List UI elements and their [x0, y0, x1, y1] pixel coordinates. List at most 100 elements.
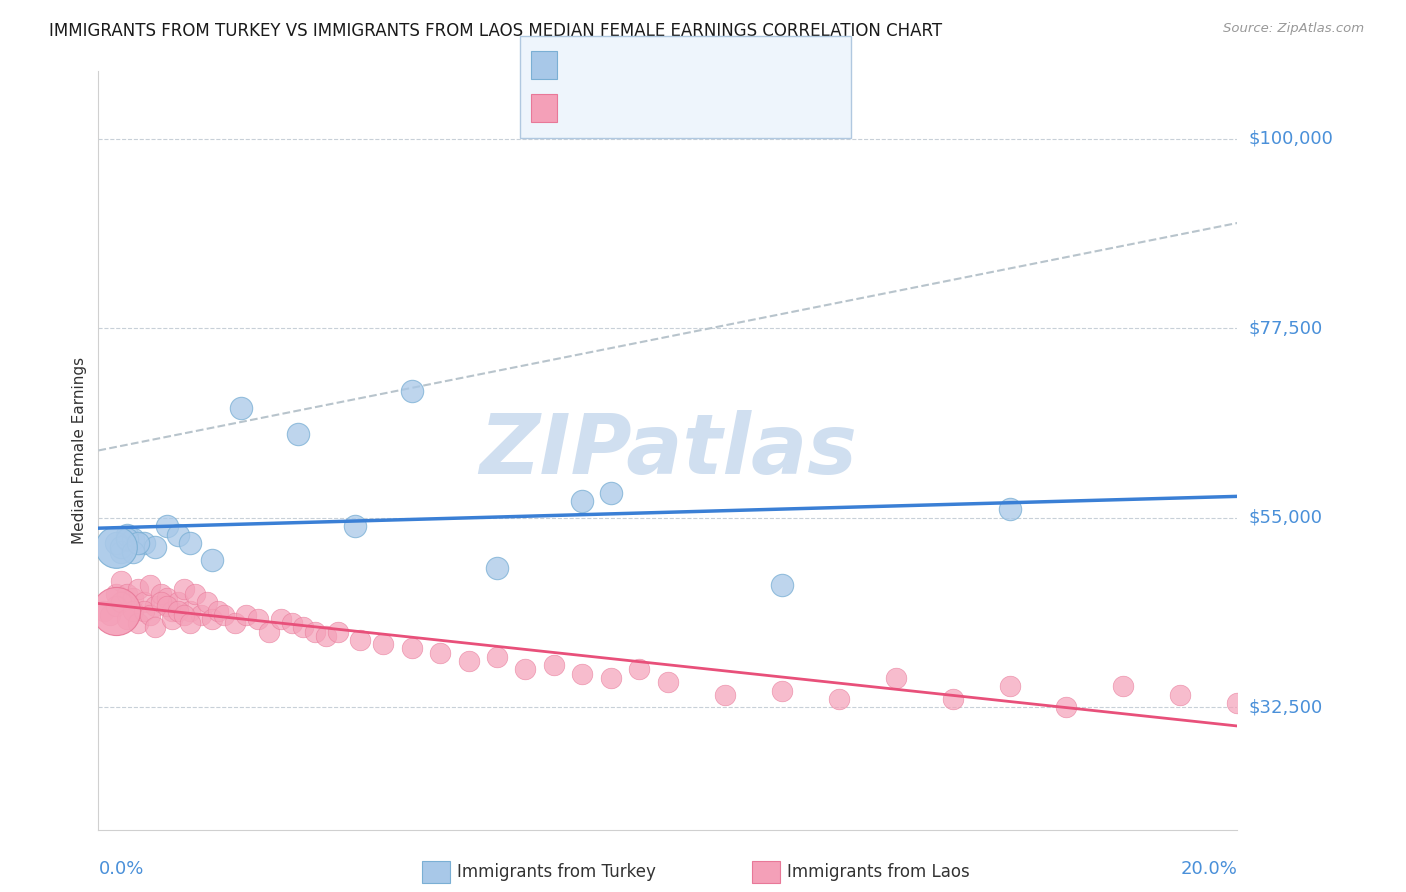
Point: [179, 616, 201, 631]
Point: [156, 599, 179, 614]
Point: [184, 587, 207, 601]
Point: [150, 595, 173, 609]
Point: [224, 616, 246, 631]
Point: [942, 692, 965, 706]
Point: [1056, 700, 1078, 714]
Text: 0.0%: 0.0%: [98, 860, 143, 878]
Point: [195, 595, 218, 609]
Point: [145, 599, 167, 614]
Point: [167, 595, 190, 609]
Point: [127, 536, 149, 550]
Y-axis label: Median Female Earnings: Median Female Earnings: [72, 357, 87, 544]
Point: [770, 578, 793, 592]
Point: [132, 595, 155, 609]
Point: [429, 646, 451, 660]
Text: ZIPatlas: ZIPatlas: [479, 410, 856, 491]
Point: [104, 536, 127, 550]
Point: [110, 595, 132, 609]
Point: [287, 426, 309, 441]
Point: [104, 587, 127, 601]
Point: [115, 587, 138, 601]
Point: [121, 544, 143, 558]
Point: [246, 612, 269, 626]
Text: 20.0%: 20.0%: [1181, 860, 1237, 878]
Point: [145, 620, 167, 634]
Point: [156, 519, 179, 533]
Point: [127, 616, 149, 631]
Point: [145, 541, 167, 555]
Point: [110, 574, 132, 588]
Point: [1170, 688, 1192, 702]
Point: [229, 401, 252, 416]
Point: [281, 616, 304, 631]
Point: [179, 603, 201, 617]
Point: [349, 633, 371, 648]
Point: [110, 541, 132, 555]
Point: [104, 541, 127, 555]
Point: [93, 603, 115, 617]
Text: 18: 18: [707, 56, 733, 74]
Point: [138, 607, 160, 622]
Point: [1112, 679, 1135, 693]
Point: [401, 384, 423, 399]
Text: $55,000: $55,000: [1249, 508, 1323, 527]
Point: [179, 536, 201, 550]
Point: [259, 624, 281, 639]
Point: [998, 679, 1021, 693]
Point: [401, 641, 423, 656]
Point: [167, 603, 190, 617]
Point: [373, 637, 395, 651]
Text: $77,500: $77,500: [1249, 319, 1323, 337]
Point: [201, 553, 224, 567]
Text: $32,500: $32,500: [1249, 698, 1323, 716]
Point: [628, 663, 651, 677]
Point: [150, 587, 173, 601]
Point: [162, 603, 184, 617]
Point: [190, 607, 212, 622]
Point: [326, 624, 349, 639]
Point: [115, 612, 138, 626]
Point: [127, 582, 149, 597]
Point: [486, 561, 509, 575]
Text: $100,000: $100,000: [1249, 129, 1333, 148]
Text: N =: N =: [668, 99, 707, 117]
Text: Immigrants from Turkey: Immigrants from Turkey: [457, 863, 655, 881]
Point: [998, 502, 1021, 516]
Text: N =: N =: [668, 56, 707, 74]
Point: [132, 603, 155, 617]
Point: [657, 675, 679, 690]
Text: Source: ZipAtlas.com: Source: ZipAtlas.com: [1223, 22, 1364, 36]
Point: [571, 494, 593, 508]
Point: [110, 544, 132, 558]
Point: [201, 612, 224, 626]
Text: IMMIGRANTS FROM TURKEY VS IMMIGRANTS FROM LAOS MEDIAN FEMALE EARNINGS CORRELATIO: IMMIGRANTS FROM TURKEY VS IMMIGRANTS FRO…: [49, 22, 942, 40]
Point: [714, 688, 737, 702]
Point: [98, 607, 121, 622]
Point: [121, 532, 143, 546]
Point: [115, 527, 138, 541]
Point: [543, 658, 565, 673]
Point: [457, 654, 479, 668]
Point: [486, 649, 509, 664]
Point: [167, 527, 190, 541]
Text: R =: R =: [567, 56, 606, 74]
Point: [270, 612, 292, 626]
Point: [173, 607, 195, 622]
Point: [115, 532, 138, 546]
Point: [600, 485, 623, 500]
Point: [770, 683, 793, 698]
Point: [212, 607, 235, 622]
Point: [207, 603, 229, 617]
Text: 0.197: 0.197: [606, 56, 662, 74]
Point: [104, 599, 127, 614]
Point: [121, 603, 143, 617]
Point: [884, 671, 907, 685]
Point: [600, 671, 623, 685]
Point: [304, 624, 326, 639]
Point: [235, 607, 257, 622]
Point: [121, 591, 143, 605]
Text: Immigrants from Laos: Immigrants from Laos: [787, 863, 970, 881]
Text: -0.231: -0.231: [606, 99, 671, 117]
Point: [162, 612, 184, 626]
Point: [315, 629, 337, 643]
